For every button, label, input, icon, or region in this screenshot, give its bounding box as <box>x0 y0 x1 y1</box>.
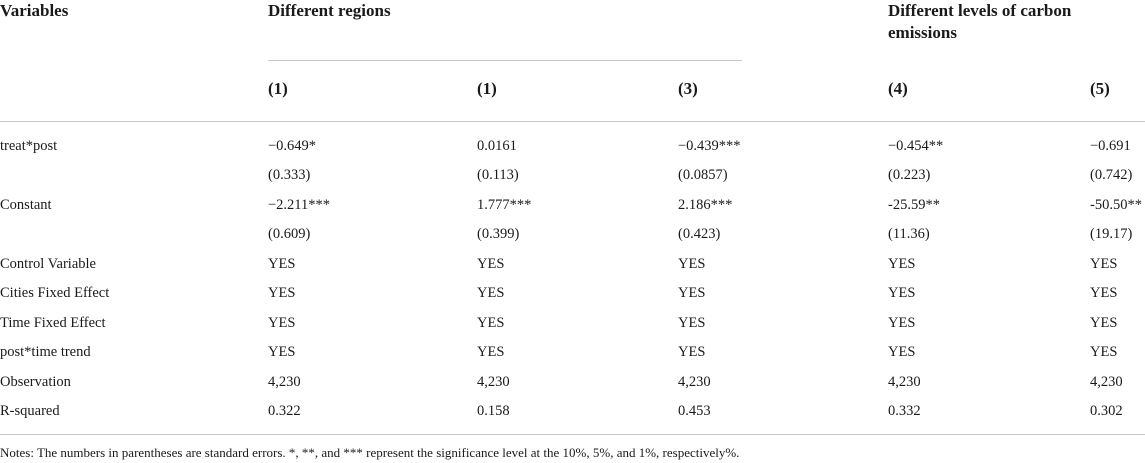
table-cell: YES <box>678 285 706 301</box>
row-label: Cities Fixed Effect <box>0 285 110 301</box>
table-cell: (0.609) <box>268 226 311 242</box>
table-cell: 0.0161 <box>477 138 517 154</box>
table-cell: 2.186*** <box>678 197 733 213</box>
table-cell: 4,230 <box>268 374 301 390</box>
table-cell: 1.777*** <box>477 197 532 213</box>
table-cell: (0.399) <box>477 226 520 242</box>
table-cell: YES <box>888 256 916 272</box>
row-label: Time Fixed Effect <box>0 315 106 331</box>
table-cell: YES <box>678 256 706 272</box>
row-label: Observation <box>0 374 71 390</box>
table-cell: YES <box>268 285 296 301</box>
table-cell: YES <box>1090 344 1118 360</box>
table-cell: −0.454** <box>888 138 944 154</box>
table-cell: 0.302 <box>1090 403 1123 419</box>
table-cell: 4,230 <box>888 374 921 390</box>
header-variables: Variables <box>0 1 69 20</box>
table-cell: −0.439*** <box>678 138 741 154</box>
table-note: Notes: The numbers in parentheses are st… <box>0 445 740 460</box>
table-cell: YES <box>477 256 505 272</box>
table-cell: YES <box>268 256 296 272</box>
table-cell: YES <box>888 285 916 301</box>
table-cell: (19.17) <box>1090 226 1133 242</box>
bottom-rule <box>0 434 1145 435</box>
table-cell: 4,230 <box>477 374 510 390</box>
table-cell: YES <box>1090 256 1118 272</box>
row-label: Control Variable <box>0 256 96 272</box>
table-cell: (0.113) <box>477 167 519 183</box>
row-label: R-squared <box>0 403 60 419</box>
column-header-2: (1) <box>477 79 497 98</box>
table-cell: (0.223) <box>888 167 931 183</box>
table-cell: 4,230 <box>1090 374 1123 390</box>
table-cell: YES <box>678 344 706 360</box>
group-underline <box>268 60 742 61</box>
table-cell: YES <box>477 315 505 331</box>
column-header-3: (3) <box>678 79 698 98</box>
column-header-5: (5) <box>1090 79 1110 98</box>
table-cell: (0.742) <box>1090 167 1133 183</box>
table-cell: YES <box>1090 285 1118 301</box>
column-header-1: (1) <box>268 79 288 98</box>
table-cell: 0.322 <box>268 403 301 419</box>
table-cell: (0.423) <box>678 226 721 242</box>
row-label: treat*post <box>0 138 58 154</box>
table-cell: YES <box>477 344 505 360</box>
table-cell: 0.453 <box>678 403 711 419</box>
header-carbon-emissions: Different levels of carbon emissions <box>888 1 1072 42</box>
table-cell: (0.0857) <box>678 167 728 183</box>
table-cell: YES <box>477 285 505 301</box>
row-label: Constant <box>0 197 52 213</box>
table-cell: -50.50** <box>1090 197 1142 213</box>
table-cell: YES <box>888 344 916 360</box>
table-cell: YES <box>888 315 916 331</box>
table-cell: 0.158 <box>477 403 510 419</box>
header-rule <box>0 121 1145 122</box>
table-cell: (11.36) <box>888 226 930 242</box>
table-cell: 0.332 <box>888 403 921 419</box>
table-cell: YES <box>268 344 296 360</box>
table-cell: YES <box>678 315 706 331</box>
table-cell: −2.211*** <box>268 197 331 213</box>
row-label: post*time trend <box>0 344 91 360</box>
table-cell: 4,230 <box>678 374 711 390</box>
table-cell: -25.59** <box>888 197 940 213</box>
header-different-regions: Different regions <box>268 1 391 20</box>
table-cell: −0.649* <box>268 138 317 154</box>
column-header-4: (4) <box>888 79 908 98</box>
table-cell: −0.691 <box>1090 138 1131 154</box>
table-cell: (0.333) <box>268 167 311 183</box>
table-cell: YES <box>268 315 296 331</box>
table-cell: YES <box>1090 315 1118 331</box>
